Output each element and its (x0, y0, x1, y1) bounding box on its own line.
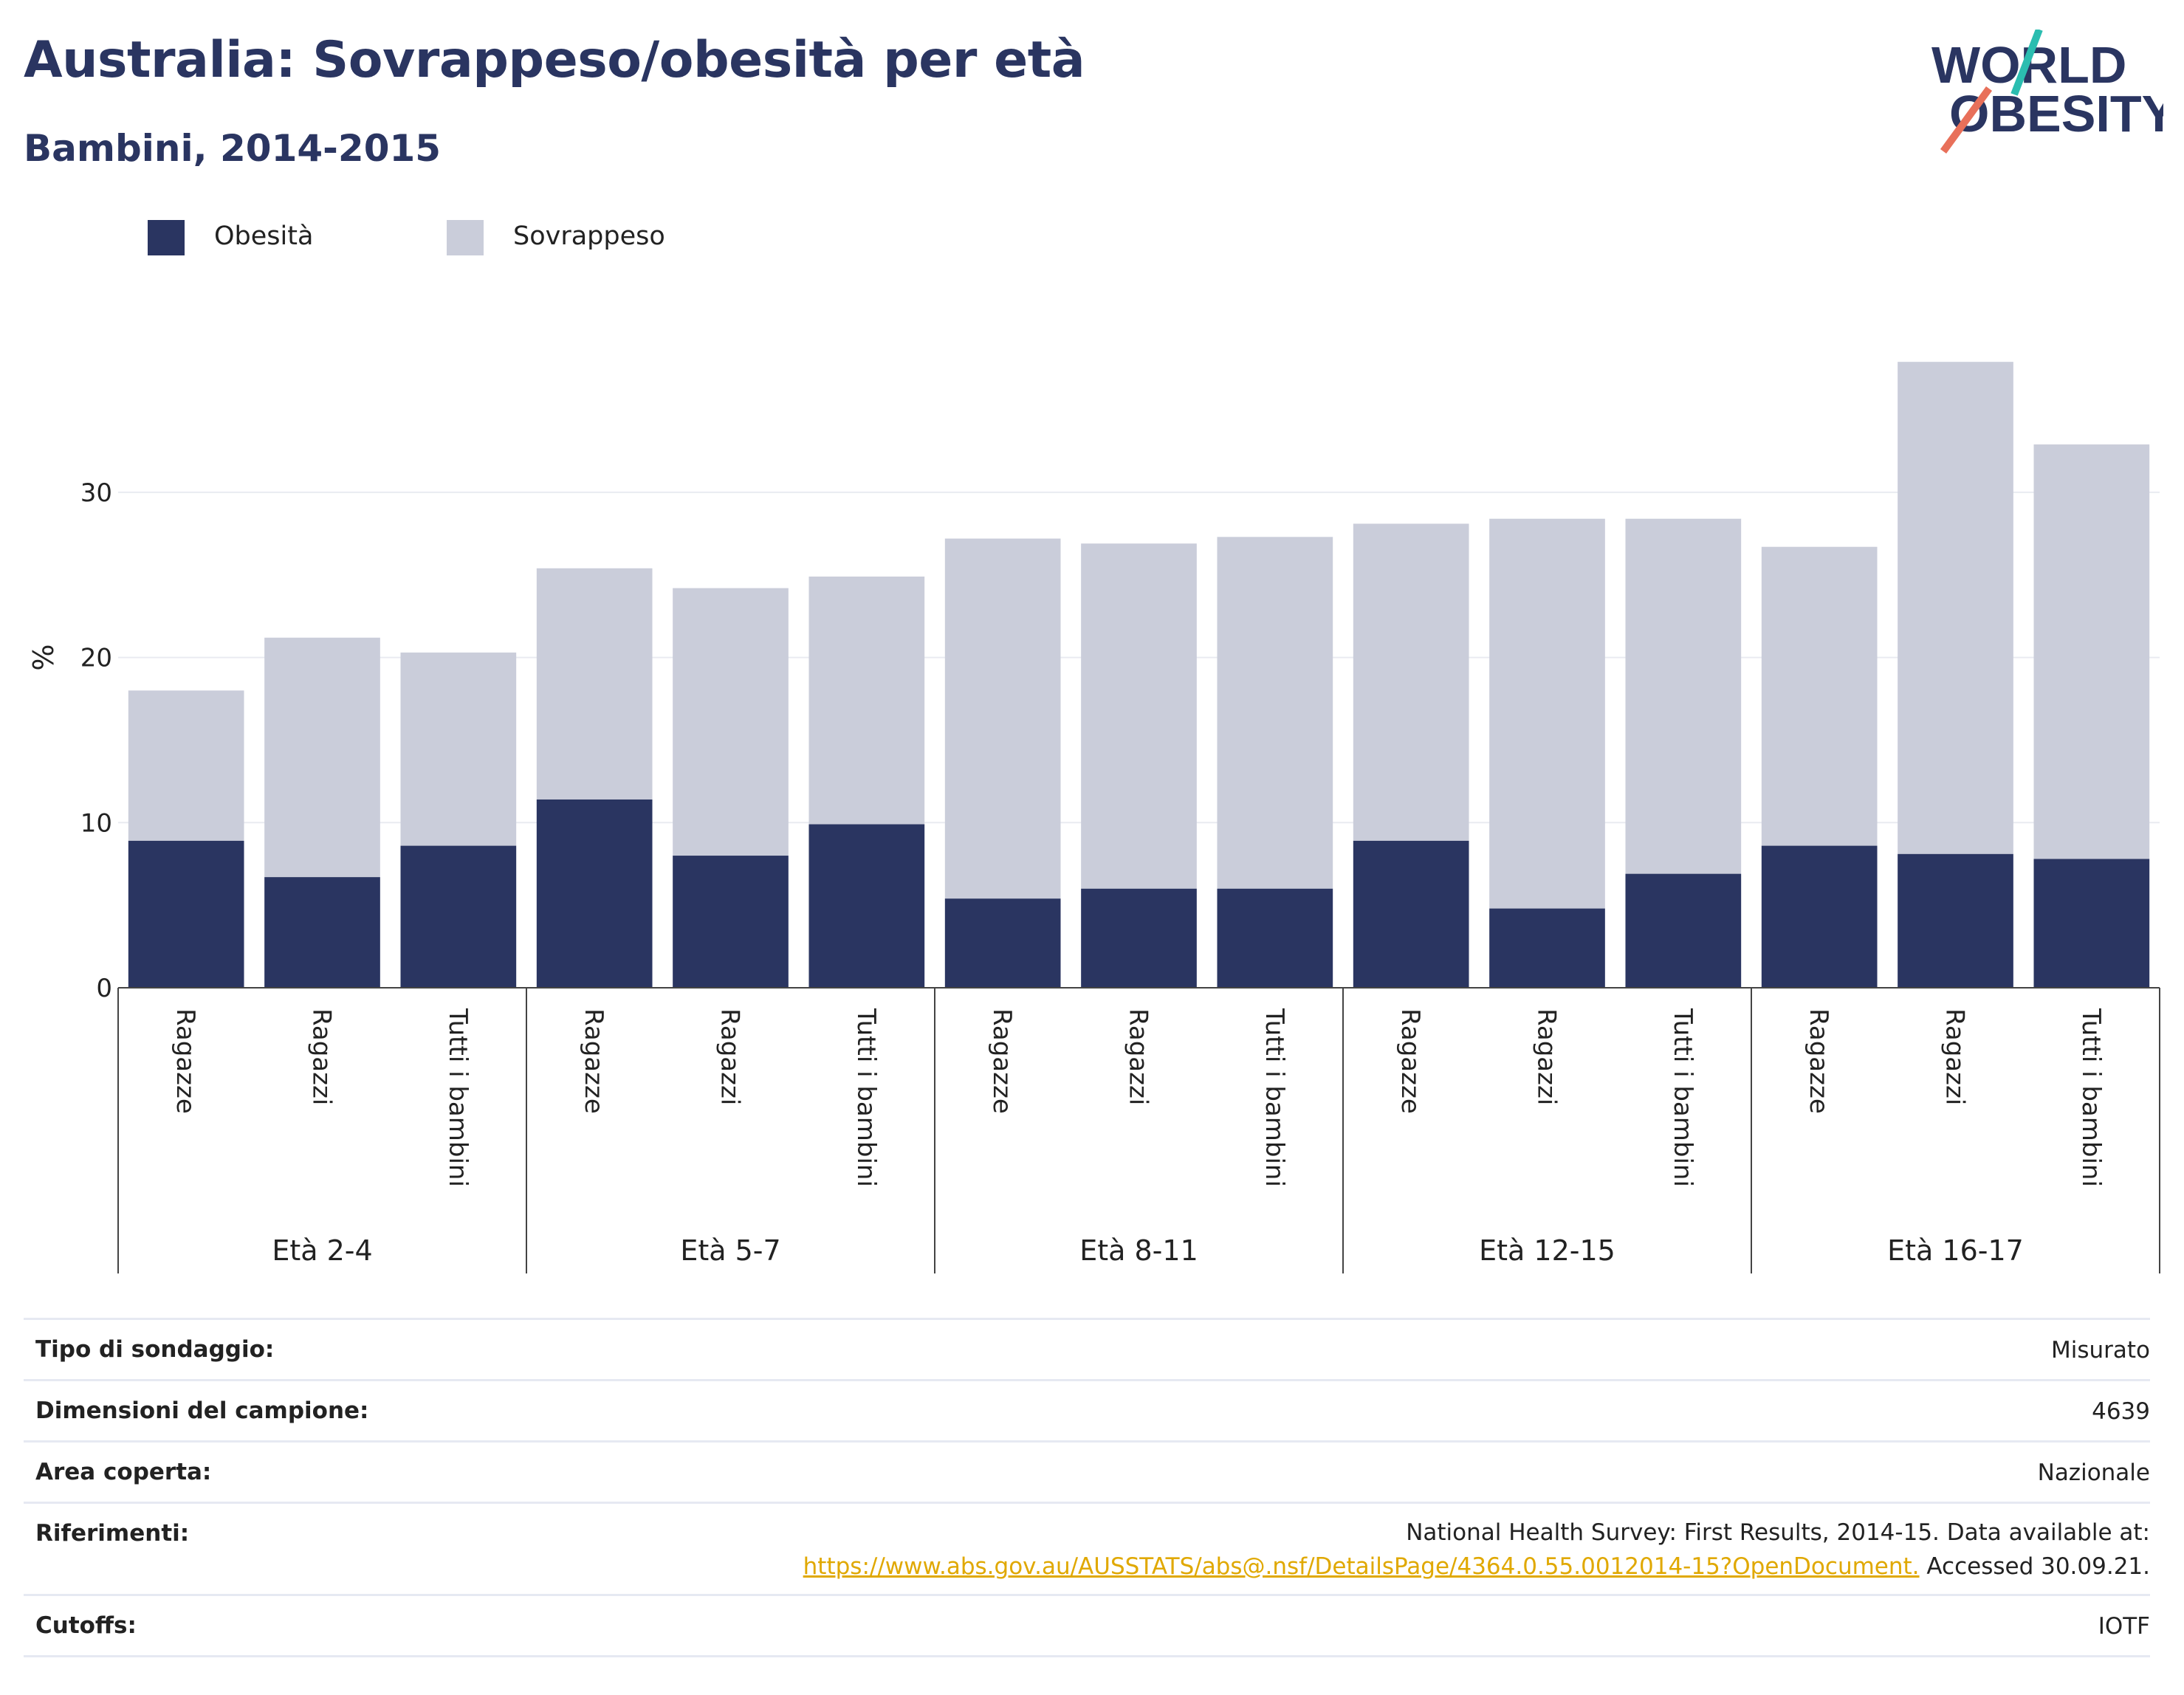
info-row-cutoffs: Cutoffs: IOTF (24, 1594, 2150, 1657)
group-label: Età 5-7 (680, 1234, 780, 1267)
x-tick-label: Tutti i bambini (1260, 1008, 1289, 1187)
info-key-sample-size: Dimensioni del campione: (35, 1397, 369, 1424)
info-row-references: Riferimenti: National Health Survey: Fir… (24, 1502, 2150, 1594)
y-tick-label: 0 (96, 974, 112, 1003)
x-tick-label: Tutti i bambini (1668, 1008, 1697, 1187)
bar-obesita (673, 856, 789, 988)
bar-obesita (264, 877, 380, 988)
bar-obesita (2033, 859, 2150, 988)
info-key-cutoffs: Cutoffs: (35, 1612, 137, 1639)
bar-sovrappeso (264, 637, 380, 878)
bar-sovrappeso (1761, 546, 1878, 846)
bar-sovrappeso (1489, 518, 1605, 909)
world-obesity-logo: WORLD OBESITY (1931, 30, 2163, 154)
legend-swatch-obesita (148, 220, 185, 255)
x-tick-label: Ragazzi (1940, 1008, 1970, 1105)
bar-sovrappeso (673, 588, 789, 856)
bar-sovrappeso (944, 538, 1061, 899)
x-tick-label: Ragazze (987, 1008, 1017, 1114)
legend-label-obesita: Obesità (214, 221, 314, 251)
reference-accessed: Accessed 30.09.21. (1919, 1553, 2150, 1580)
x-tick-label: Ragazzi (1124, 1008, 1153, 1105)
info-value-area: Nazionale (2037, 1460, 2150, 1486)
info-value-cutoffs: IOTF (2098, 1613, 2150, 1640)
bar-sovrappeso (1625, 518, 1742, 874)
bar-sovrappeso (1898, 362, 2013, 854)
group-label: Età 16-17 (1887, 1234, 2024, 1267)
y-tick-label: 20 (80, 644, 112, 673)
x-tick-label: Tutti i bambini (851, 1008, 881, 1187)
x-tick-label: Ragazzi (715, 1008, 745, 1105)
info-key-area: Area coperta: (35, 1459, 212, 1485)
logo-slash-teal (2010, 30, 2043, 96)
legend-swatch-sovrappeso (447, 220, 484, 255)
reference-text: National Health Survey: First Results, 2… (1406, 1519, 2150, 1546)
x-tick-label: Ragazzi (307, 1008, 337, 1105)
info-row-sample-size: Dimensioni del campione: 4639 (24, 1379, 2150, 1440)
x-tick-label: Ragazzi (1532, 1008, 1562, 1105)
bar-sovrappeso (1217, 537, 1333, 889)
y-tick-label: 10 (80, 808, 112, 838)
group-label: Età 8-11 (1079, 1234, 1198, 1267)
info-row-area: Area coperta: Nazionale (24, 1440, 2150, 1502)
bar-obesita (944, 898, 1061, 988)
reference-link[interactable]: https://www.abs.gov.au/AUSSTATS/abs@.nsf… (803, 1553, 1920, 1580)
bar-sovrappeso (536, 568, 653, 800)
bar-sovrappeso (1081, 543, 1197, 889)
info-value-survey-type: Misurato (2050, 1337, 2150, 1364)
info-row-survey-type: Tipo di sondaggio: Misurato (24, 1318, 2150, 1379)
bar-obesita (1217, 888, 1333, 988)
x-tick-label: Ragazze (1395, 1008, 1425, 1114)
info-key-references: Riferimenti: (35, 1520, 190, 1547)
group-label: Età 12-15 (1479, 1234, 1615, 1267)
bar-obesita (536, 799, 653, 988)
info-value-sample-size: 4639 (2092, 1398, 2150, 1425)
bar-obesita (128, 840, 244, 988)
reference-link-line: https://www.abs.gov.au/AUSSTATS/abs@.nsf… (803, 1550, 2150, 1584)
group-label: Età 2-4 (272, 1234, 372, 1267)
stacked-bar-chart: 0 10 20 30% Ragazze Ragazzi Tutti i bambini Rag… (27, 362, 2160, 1273)
legend-label-sovrappeso: Sovrappeso (513, 221, 665, 251)
bar-obesita (1489, 908, 1605, 988)
y-tick-label: 30 (80, 478, 112, 508)
bar-obesita (1081, 888, 1197, 988)
bar-sovrappeso (1353, 523, 1469, 841)
bar-obesita (808, 824, 925, 988)
bar-obesita (400, 845, 517, 988)
info-table: Tipo di sondaggio: Misurato Dimensioni d… (24, 1318, 2150, 1657)
chart-subtitle: Bambini, 2014-2015 (24, 127, 442, 170)
bar-obesita (1353, 840, 1469, 988)
bar-obesita (1625, 873, 1742, 988)
logo-slash-coral (1940, 86, 1993, 154)
x-tick-label: Ragazze (1804, 1008, 1833, 1114)
x-tick-label: Tutti i bambini (2076, 1008, 2106, 1187)
info-value-references: National Health Survey: First Results, 2… (803, 1516, 2150, 1584)
x-tick-label: Ragazze (171, 1008, 200, 1114)
bar-obesita (1898, 853, 2013, 988)
bar-sovrappeso (808, 576, 925, 825)
y-axis-label: % (27, 644, 60, 671)
x-tick-label: Tutti i bambini (443, 1008, 473, 1187)
x-tick-label: Ragazze (579, 1008, 608, 1114)
bar-sovrappeso (2033, 444, 2150, 859)
bar-sovrappeso (400, 652, 517, 846)
chart-title: Australia: Sovrappeso/obesità per età (24, 31, 1085, 89)
bar-obesita (1761, 845, 1878, 988)
info-key-survey-type: Tipo di sondaggio: (35, 1336, 275, 1363)
bar-sovrappeso (128, 690, 244, 841)
